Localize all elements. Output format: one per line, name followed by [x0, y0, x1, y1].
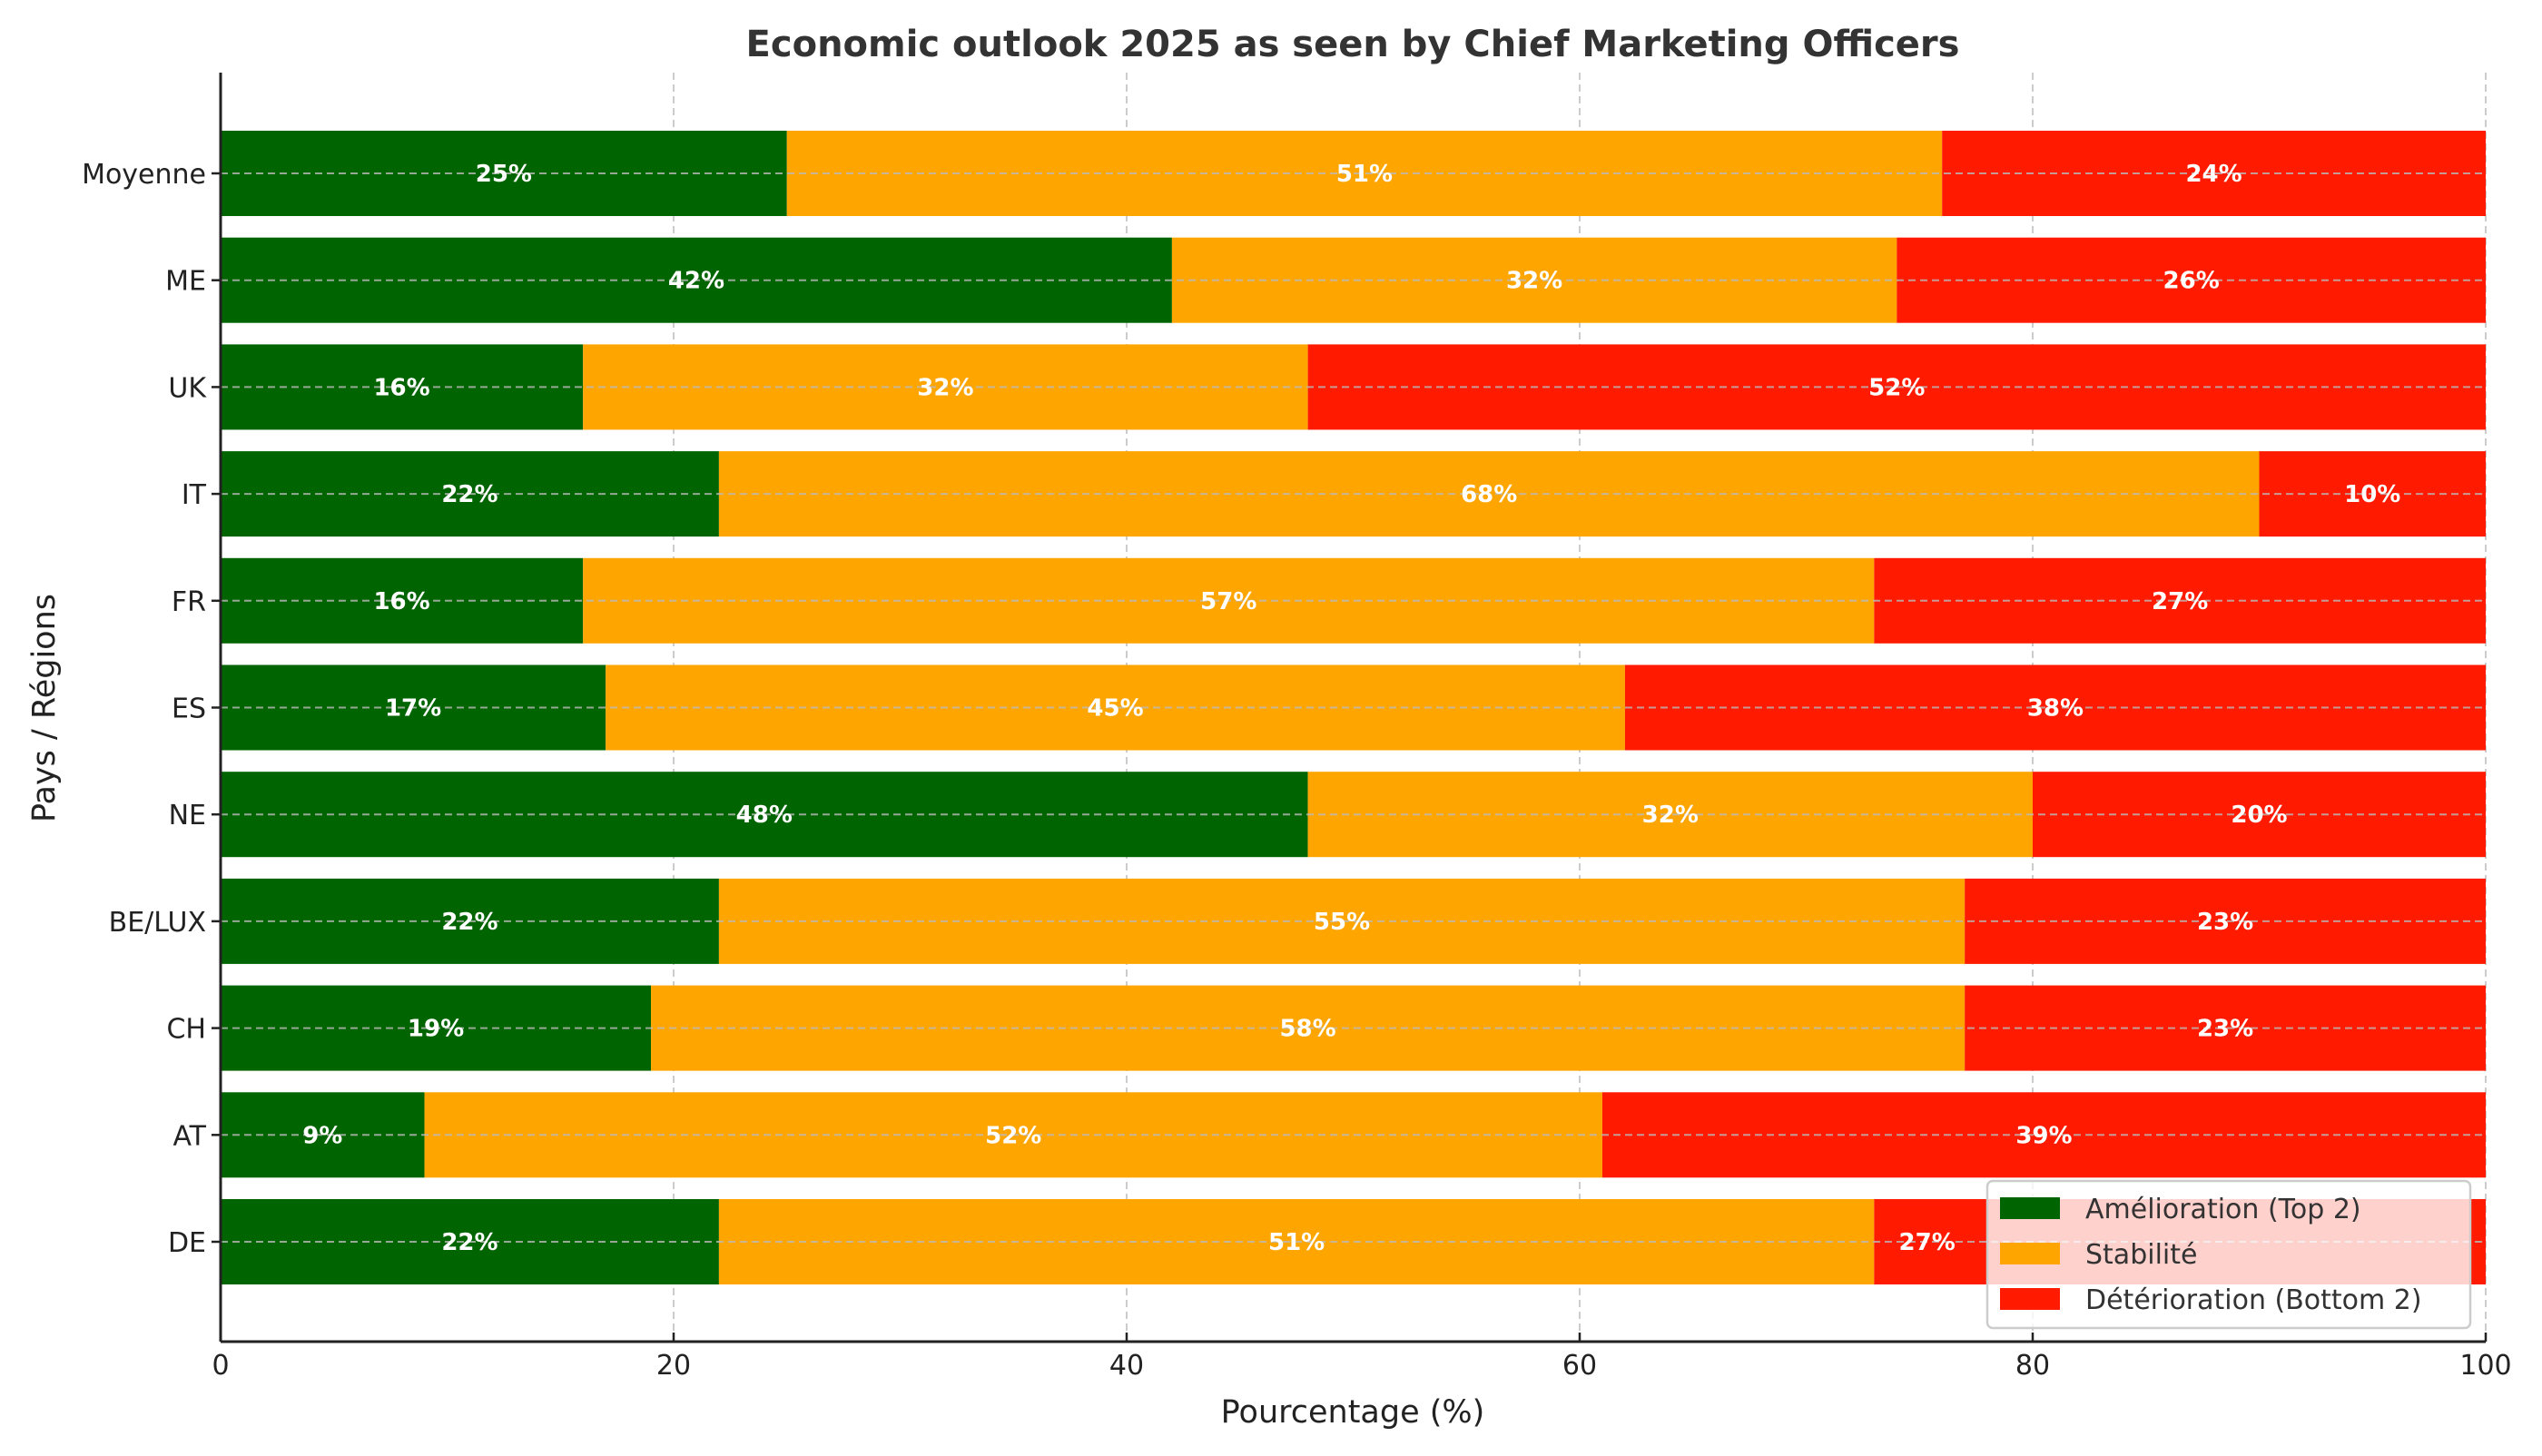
- data-label: 10%: [2344, 481, 2400, 508]
- axes: DE AT CH BE/LUX NE ES FR IT UK ME Moyenne 0 20 40 60 80…: [82, 73, 2512, 1382]
- data-label: 17%: [385, 695, 441, 723]
- legend-label: Détérioration (Bottom 2): [2085, 1284, 2422, 1316]
- data-label: 25%: [476, 161, 532, 188]
- y-tick-label: IT: [182, 479, 207, 511]
- bar-segment: [221, 131, 787, 216]
- x-tick-label: 60: [1562, 1350, 1597, 1382]
- data-label: 23%: [2197, 909, 2253, 936]
- data-label: 22%: [441, 481, 498, 508]
- data-label: 16%: [373, 374, 429, 401]
- legend-label: Stabilité: [2085, 1239, 2197, 1271]
- y-tick-label: NE: [169, 800, 206, 831]
- legend: Amélioration (Top 2) Stabilité Détériorati…: [1985, 1179, 2472, 1330]
- x-tick-label: 20: [656, 1350, 691, 1382]
- data-label: 55%: [1314, 909, 1370, 936]
- x-tick-label: 80: [2015, 1350, 2050, 1382]
- y-tick-label: ME: [165, 266, 206, 298]
- data-label: 9%: [302, 1122, 342, 1149]
- data-label: 39%: [2015, 1122, 2072, 1149]
- y-tick-label: FR: [172, 586, 206, 618]
- y-tick-label: AT: [172, 1120, 206, 1152]
- data-label: 52%: [985, 1122, 1041, 1149]
- data-label: 32%: [917, 374, 973, 401]
- legend-swatch: [2000, 1243, 2060, 1264]
- data-label: 23%: [2197, 1016, 2253, 1043]
- x-tick-label: 100: [2459, 1350, 2511, 1382]
- x-tick-label: 0: [212, 1350, 229, 1382]
- data-label: 48%: [736, 802, 793, 829]
- y-tick-label: CH: [166, 1014, 206, 1046]
- y-tick-label: Moyenne: [82, 159, 206, 191]
- data-label: 32%: [1506, 268, 1562, 295]
- data-label: 22%: [441, 1229, 498, 1256]
- data-label: 42%: [668, 268, 724, 295]
- data-label: 58%: [1279, 1016, 1335, 1043]
- data-label: 24%: [2185, 161, 2241, 188]
- data-label: 22%: [441, 909, 498, 936]
- data-label: 51%: [1268, 1229, 1325, 1256]
- data-label: 51%: [1336, 161, 1393, 188]
- data-label: 57%: [1200, 588, 1256, 615]
- data-label: 27%: [1899, 1229, 1956, 1256]
- data-label: 19%: [408, 1016, 464, 1043]
- legend-swatch: [2000, 1288, 2060, 1310]
- data-label: 45%: [1087, 695, 1143, 723]
- x-tick-label: 40: [1109, 1350, 1144, 1382]
- legend-box: [1985, 1179, 2472, 1330]
- y-tick-label: DE: [168, 1227, 206, 1259]
- y-tick-label: UK: [168, 372, 207, 404]
- data-label: 38%: [2027, 695, 2084, 723]
- data-label: 52%: [1868, 374, 1925, 401]
- data-label: 16%: [373, 588, 429, 615]
- data-label: 20%: [2231, 802, 2287, 829]
- legend-swatch: [2000, 1197, 2060, 1219]
- y-tick-label: ES: [172, 694, 206, 725]
- y-tick-label: BE/LUX: [109, 907, 206, 939]
- legend-label: Amélioration (Top 2): [2085, 1194, 2361, 1225]
- data-label: 26%: [2163, 268, 2220, 295]
- x-axis-label: Pourcentage (%): [1221, 1394, 1485, 1431]
- data-labels: 22% 51% 27% 9% 52% 39% 19% 58% 23% 22% 55% 23% 48% 32…: [302, 161, 2400, 1256]
- chart-title: Economic outlook 2025 as seen by Chief M…: [746, 24, 1960, 65]
- bars: [221, 131, 2486, 1284]
- data-label: 68%: [1461, 481, 1517, 508]
- y-axis-label: Pays / Régions: [26, 594, 63, 822]
- data-label: 32%: [1642, 802, 1699, 829]
- data-label: 27%: [2152, 588, 2208, 615]
